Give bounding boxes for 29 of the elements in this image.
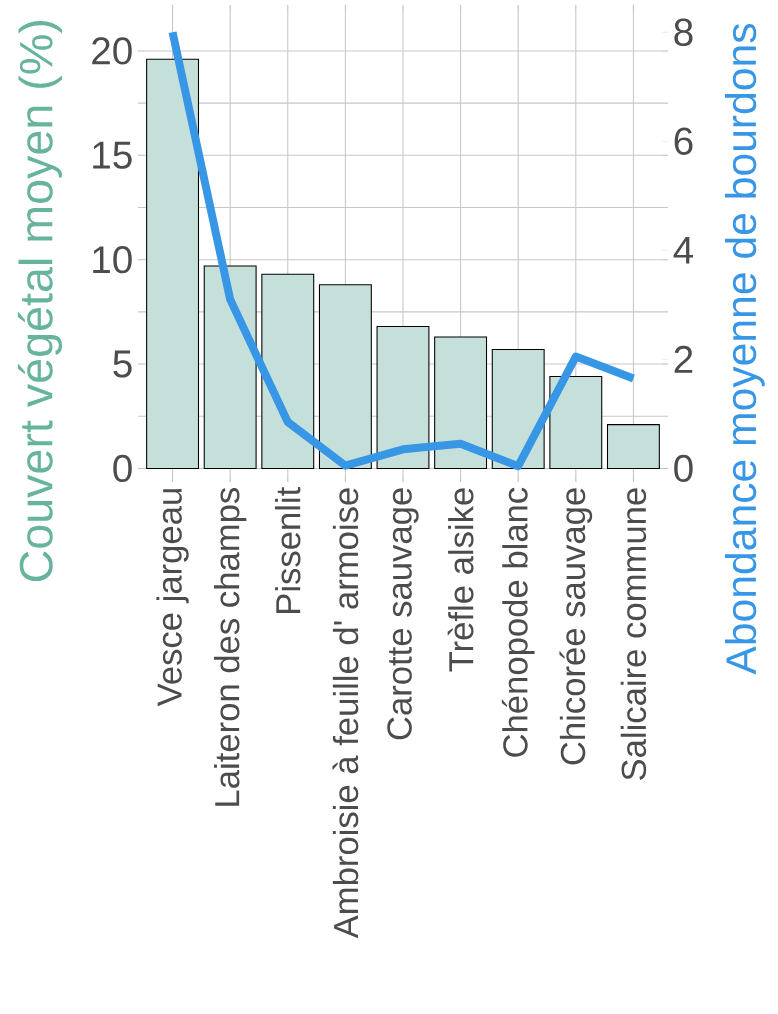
x-tick-label: Chénopode blanc	[501, 487, 535, 757]
x-tick-label: Laiteron des champs	[214, 488, 247, 806]
x-tick-label: Salicaire commune	[620, 488, 647, 780]
y-tick-label: 10	[93, 246, 132, 274]
bar	[606, 424, 660, 469]
bar	[318, 284, 372, 469]
bar	[376, 325, 430, 469]
x-tick-label: Ambroisie à feuille d' armoise	[332, 488, 359, 939]
y-tick-label: 5	[113, 350, 132, 378]
y-tick-label: 0	[113, 454, 132, 483]
bar	[146, 58, 200, 469]
y2-tick-label: 0	[674, 454, 693, 483]
bar	[549, 376, 603, 469]
y2-axis-title: Abondance moyenne de bourdons	[724, 23, 765, 675]
y2-tick-label: 8	[674, 18, 693, 46]
y2-tick-label: 4	[673, 237, 694, 264]
x-tick-label: Pissenlit	[275, 486, 301, 613]
x-tick-label: Carotte sauvage	[387, 488, 419, 740]
y-tick-label: 20	[92, 37, 132, 65]
x-tick-label: Chicorée sauvage	[559, 488, 593, 765]
y2-tick-label: 2	[674, 345, 693, 373]
bar	[434, 336, 488, 469]
y-tick-label: 15	[93, 141, 132, 169]
bar	[203, 265, 257, 469]
x-tick-label: Trèfle alsike	[447, 488, 474, 672]
y-axis-title: Couvert végétal moyen (%)	[17, 21, 62, 582]
x-tick-label: Vesce jargeau	[156, 489, 189, 707]
y2-tick-label: 6	[674, 127, 693, 155]
bar	[261, 273, 315, 469]
